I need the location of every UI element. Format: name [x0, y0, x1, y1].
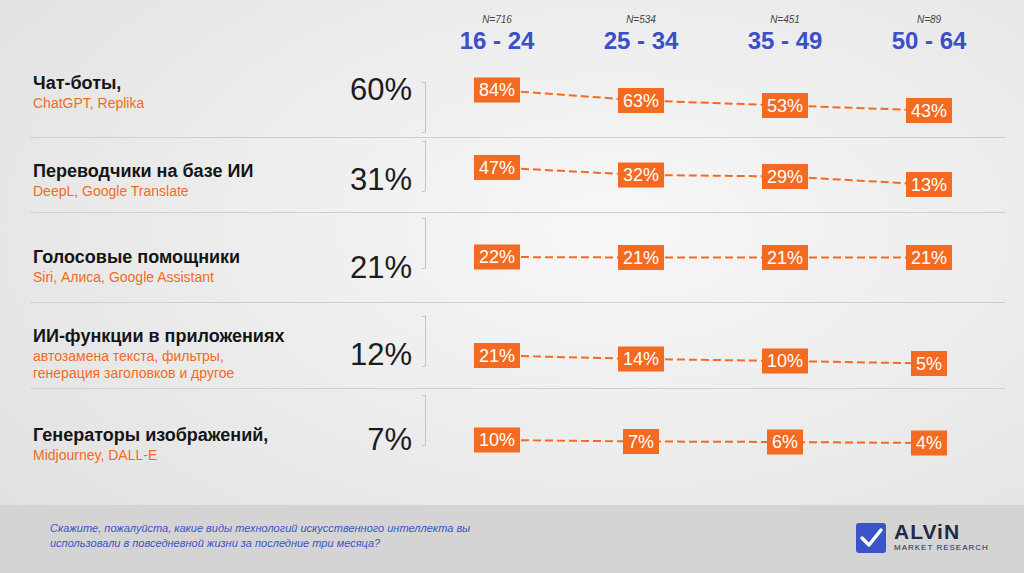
html-text:Генераторы изображений,: Генераторы изображений, [33, 425, 269, 445]
html-text:Midjourney, DALL-E: Midjourney, DALL-E [33, 447, 158, 463]
html-text:ChatGPT, Replika: ChatGPT, Replika [33, 95, 145, 111]
svg-text:N=716: N=716 [482, 14, 512, 25]
html-text:31%: 31% [350, 162, 412, 197]
svg-text:84%: 84% [479, 80, 515, 100]
html-text:Скажите, пожалуйста, какие вид: Скажите, пожалуйста, какие виды технолог… [50, 522, 471, 549]
html-text:Siri, Алиса, Google Assistant: Siri, Алиса, Google Assistant [33, 269, 214, 285]
html-text:Голосовые помощники: Голосовые помощники [33, 247, 241, 267]
svg-text:N=534: N=534 [626, 14, 656, 25]
svg-text:10%: 10% [767, 351, 803, 371]
svg-text:35 - 49: 35 - 49 [748, 27, 823, 54]
svg-text:16 - 24: 16 - 24 [460, 27, 535, 54]
html-text:60%: 60% [350, 72, 412, 107]
svg-text:53%: 53% [767, 96, 803, 116]
html-text:Чат-боты,: Чат-боты, [33, 73, 122, 93]
svg-text:5%: 5% [916, 354, 942, 374]
svg-text:25 - 34: 25 - 34 [604, 27, 679, 54]
svg-text:22%: 22% [479, 247, 515, 267]
svg-text:14%: 14% [623, 349, 659, 369]
svg-text:N=451: N=451 [770, 14, 800, 25]
html-text:MARKET RESEARCH: MARKET RESEARCH [894, 543, 989, 552]
svg-text:6%: 6% [772, 432, 798, 452]
html-text:Переводчики на базе ИИ: Переводчики на базе ИИ [33, 161, 254, 181]
html-text:12%: 12% [350, 337, 412, 372]
html-text:21%: 21% [350, 250, 412, 285]
svg-text:7%: 7% [628, 432, 654, 452]
html-text:ALViN: ALViN [894, 520, 961, 543]
svg-text:13%: 13% [911, 175, 947, 195]
svg-text:43%: 43% [911, 101, 947, 121]
svg-text:21%: 21% [623, 248, 659, 268]
svg-text:32%: 32% [623, 165, 659, 185]
html-text:7%: 7% [367, 422, 412, 457]
svg-text:4%: 4% [916, 433, 942, 453]
html-text:ИИ-функции в приложениях: ИИ-функции в приложениях [33, 326, 285, 346]
svg-text:N=89: N=89 [917, 14, 942, 25]
svg-text:10%: 10% [479, 430, 515, 450]
svg-text:47%: 47% [479, 158, 515, 178]
html-text:DeepL, Google Translate: DeepL, Google Translate [33, 183, 189, 199]
svg-text:21%: 21% [479, 346, 515, 366]
svg-text:50 - 64: 50 - 64 [892, 27, 967, 54]
svg-text:21%: 21% [911, 248, 947, 268]
svg-text:29%: 29% [767, 167, 803, 187]
svg-text:21%: 21% [767, 248, 803, 268]
svg-text:63%: 63% [623, 91, 659, 111]
html-text:автозамена текста, фильтры, ге: автозамена текста, фильтры, генерация за… [33, 348, 235, 381]
